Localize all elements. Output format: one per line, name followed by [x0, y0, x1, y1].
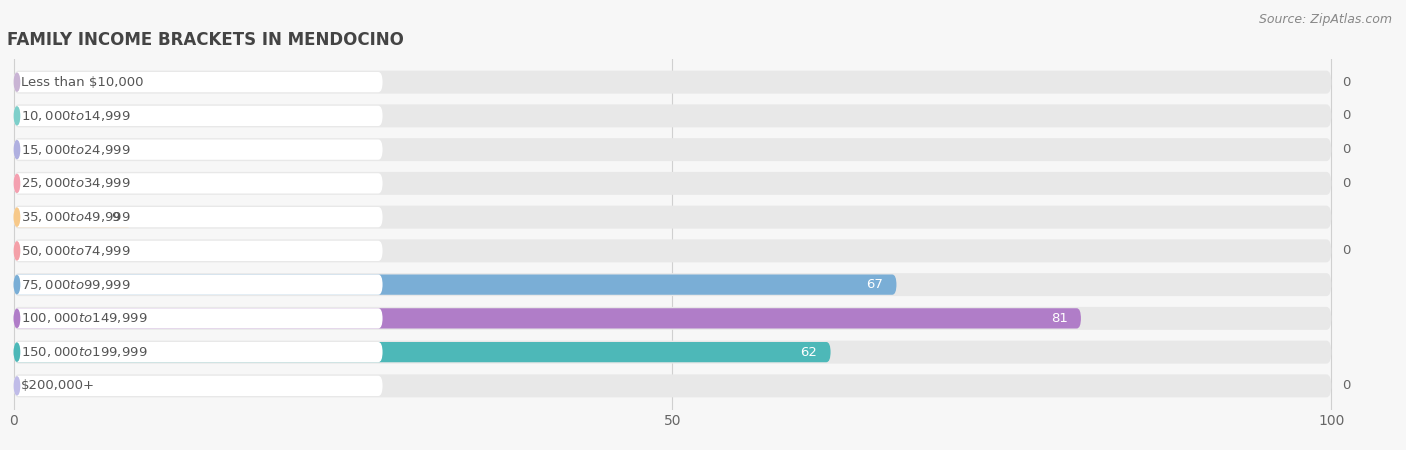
FancyBboxPatch shape: [14, 308, 382, 328]
FancyBboxPatch shape: [14, 308, 20, 328]
FancyBboxPatch shape: [14, 72, 382, 92]
Text: Source: ZipAtlas.com: Source: ZipAtlas.com: [1258, 14, 1392, 27]
Text: $100,000 to $149,999: $100,000 to $149,999: [21, 311, 148, 325]
Text: $35,000 to $49,999: $35,000 to $49,999: [21, 210, 131, 224]
FancyBboxPatch shape: [14, 342, 831, 362]
FancyBboxPatch shape: [14, 106, 382, 126]
Text: 0: 0: [1341, 76, 1350, 89]
FancyBboxPatch shape: [14, 307, 1331, 330]
FancyBboxPatch shape: [14, 172, 1331, 195]
FancyBboxPatch shape: [14, 173, 20, 194]
Text: 0: 0: [1341, 143, 1350, 156]
FancyBboxPatch shape: [14, 138, 1331, 161]
FancyBboxPatch shape: [14, 241, 382, 261]
Text: Less than $10,000: Less than $10,000: [21, 76, 143, 89]
FancyBboxPatch shape: [14, 104, 1331, 127]
FancyBboxPatch shape: [14, 206, 1331, 229]
Text: 0: 0: [1341, 109, 1350, 122]
FancyBboxPatch shape: [14, 71, 1331, 94]
FancyBboxPatch shape: [14, 274, 897, 295]
FancyBboxPatch shape: [14, 341, 1331, 364]
FancyBboxPatch shape: [14, 342, 382, 362]
FancyBboxPatch shape: [14, 274, 20, 295]
FancyBboxPatch shape: [14, 140, 382, 160]
FancyBboxPatch shape: [14, 207, 132, 227]
FancyBboxPatch shape: [14, 376, 382, 396]
FancyBboxPatch shape: [14, 207, 20, 227]
FancyBboxPatch shape: [14, 173, 382, 194]
Text: 0: 0: [1341, 244, 1350, 257]
Text: 67: 67: [866, 278, 883, 291]
Text: $15,000 to $24,999: $15,000 to $24,999: [21, 143, 131, 157]
FancyBboxPatch shape: [14, 308, 1081, 328]
FancyBboxPatch shape: [14, 374, 1331, 397]
Text: FAMILY INCOME BRACKETS IN MENDOCINO: FAMILY INCOME BRACKETS IN MENDOCINO: [7, 31, 404, 49]
FancyBboxPatch shape: [14, 140, 20, 160]
Text: $75,000 to $99,999: $75,000 to $99,999: [21, 278, 131, 292]
Text: 9: 9: [111, 211, 120, 224]
FancyBboxPatch shape: [14, 106, 20, 126]
FancyBboxPatch shape: [14, 376, 20, 396]
Text: 0: 0: [1341, 379, 1350, 392]
Text: $25,000 to $34,999: $25,000 to $34,999: [21, 176, 131, 190]
FancyBboxPatch shape: [14, 207, 382, 227]
Text: 81: 81: [1050, 312, 1067, 325]
Text: 62: 62: [800, 346, 817, 359]
FancyBboxPatch shape: [14, 72, 20, 92]
FancyBboxPatch shape: [14, 239, 1331, 262]
Text: $50,000 to $74,999: $50,000 to $74,999: [21, 244, 131, 258]
Text: $10,000 to $14,999: $10,000 to $14,999: [21, 109, 131, 123]
Text: $200,000+: $200,000+: [21, 379, 96, 392]
FancyBboxPatch shape: [14, 273, 1331, 296]
Text: $150,000 to $199,999: $150,000 to $199,999: [21, 345, 148, 359]
FancyBboxPatch shape: [14, 274, 382, 295]
FancyBboxPatch shape: [14, 342, 20, 362]
FancyBboxPatch shape: [14, 241, 20, 261]
Text: 0: 0: [1341, 177, 1350, 190]
